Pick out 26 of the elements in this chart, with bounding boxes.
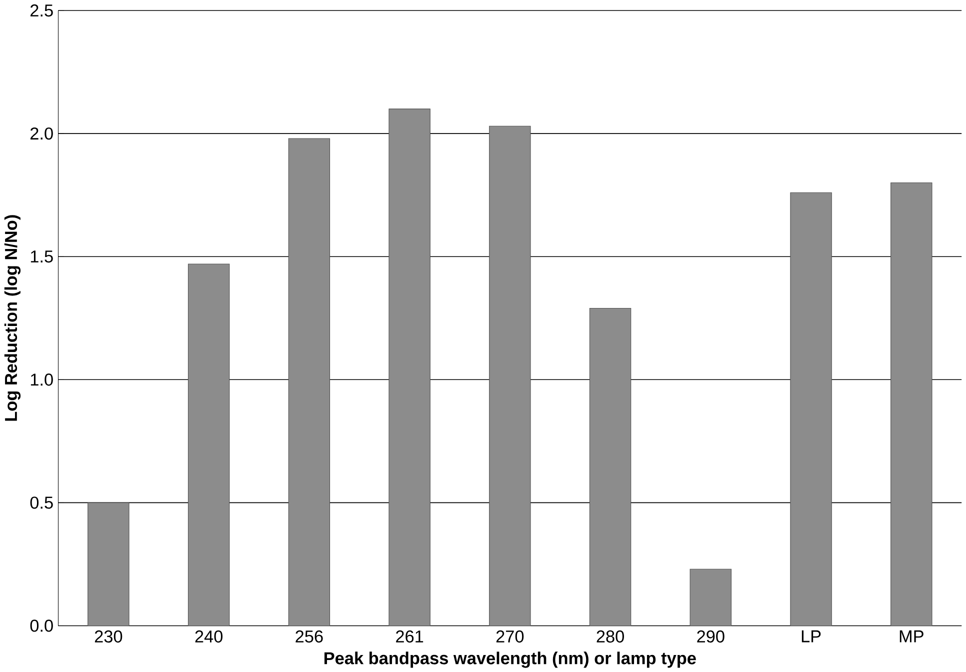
bar [790, 192, 832, 626]
y-tick-label: 2.0 [30, 127, 53, 140]
bar [690, 568, 732, 626]
x-axis-title: Peak bandpass wavelength (nm) or lamp type [324, 652, 696, 668]
bar [890, 182, 932, 626]
x-tick-label: 261 [396, 630, 424, 642]
x-tick-label: 270 [496, 630, 524, 642]
bar [88, 502, 130, 626]
bar [288, 138, 330, 626]
y-tick-label: 1.0 [30, 373, 53, 386]
bar [489, 126, 531, 626]
y-tick-label: 0.5 [30, 496, 53, 509]
bar [388, 108, 430, 626]
x-tick-label: 290 [697, 630, 724, 642]
x-tick-label: 240 [195, 630, 223, 642]
x-tick-label: 230 [94, 630, 122, 642]
y-tick-label: 0.0 [30, 620, 53, 632]
y-axis-title: Log Reduction (log N/No) [4, 215, 21, 421]
y-tick-label: 1.5 [30, 250, 53, 262]
y-tick-label: 2.5 [30, 4, 53, 16]
x-tick-label: 256 [296, 630, 323, 642]
bar [589, 308, 632, 626]
x-tick-label: MP [900, 630, 924, 642]
x-tick-label: 280 [596, 630, 624, 642]
x-tick-label: LP [802, 630, 821, 642]
bar [188, 264, 230, 626]
